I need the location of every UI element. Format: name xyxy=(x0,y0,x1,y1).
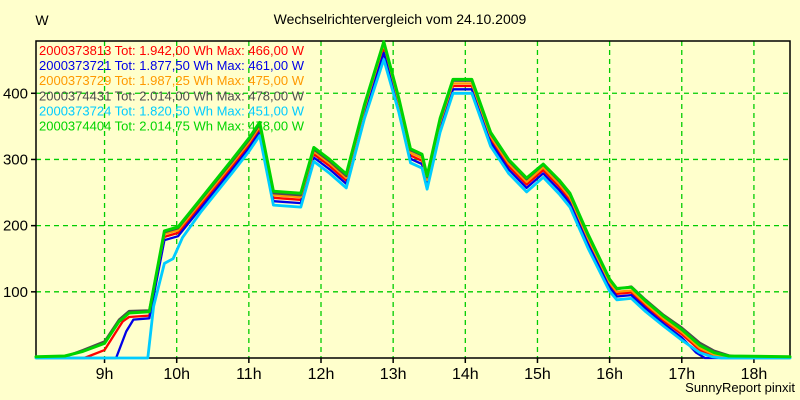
series-line-2000373724 xyxy=(34,58,792,360)
chart-title: Wechselrichtervergleich vom 24.10.2009 xyxy=(274,11,527,27)
series-line-2000373813 xyxy=(34,48,792,360)
legend-entry-2000373813: 2000373813 Tot: 1.942,00 Wh Max: 466,00 … xyxy=(39,43,305,58)
grid-layer: 100 200 300 400 9h 10h 11h 12h 13h 14h 15h 16h 17h 18… xyxy=(3,41,790,383)
y-tick-label: 300 xyxy=(3,151,28,168)
y-tick-label: 400 xyxy=(3,85,28,102)
legend-entry-2000374404: 2000374404 Tot: 2.014,75 Wh Max: 478,00 … xyxy=(39,119,305,134)
legend-entry-2000374431: 2000374431 Tot: 2.014,00 Wh Max: 478,00 … xyxy=(39,88,305,103)
series-line-2000373721 xyxy=(34,51,792,360)
legend-entry-2000373721: 2000373721 Tot: 1.877,50 Wh Max: 461,00 … xyxy=(39,58,305,73)
x-tick-label: 10h xyxy=(163,366,190,383)
y-axis-unit-label: W xyxy=(35,12,49,28)
plot-border xyxy=(35,40,791,359)
x-tick-label: 16h xyxy=(596,366,623,383)
x-tick-label: 12h xyxy=(308,366,335,383)
series-line-2000374404 xyxy=(34,40,792,359)
y-tick-label: 100 xyxy=(3,284,28,301)
x-tick-label: 14h xyxy=(452,366,479,383)
x-tick-label: 15h xyxy=(524,366,551,383)
x-tick-label: 17h xyxy=(668,366,695,383)
series-layer xyxy=(34,40,792,360)
x-tick-label: 18h xyxy=(741,366,768,383)
legend-entry-2000373724: 2000373724 Tot: 1.820,50 Wh Max: 451,00 … xyxy=(39,103,305,118)
x-tick-label: 13h xyxy=(380,366,407,383)
y-tick-label: 200 xyxy=(3,218,28,235)
legend-entry-2000373729: 2000373729 Tot: 1.987,25 Wh Max: 475,00 … xyxy=(39,73,305,88)
x-tick-label: 9h xyxy=(96,366,114,383)
legend: 2000373813 Tot: 1.942,00 Wh Max: 466,00 … xyxy=(39,43,305,134)
watermark-text: SunnyReport pinxit xyxy=(685,380,795,395)
x-tick-label: 11h xyxy=(236,366,262,383)
